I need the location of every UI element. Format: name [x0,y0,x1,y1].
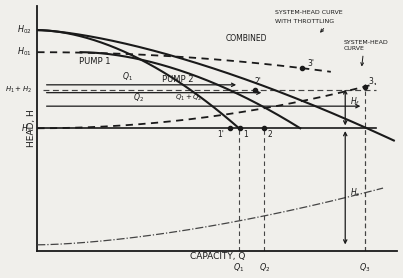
Text: 1': 1' [218,130,224,139]
Text: $H_{01}$: $H_{01}$ [17,46,32,58]
Text: $Q_1$: $Q_1$ [122,71,133,83]
Text: 2: 2 [267,130,272,139]
Text: WITH THROTTLING: WITH THROTTLING [275,19,334,24]
Text: $Q_1 + Q_2$: $Q_1 + Q_2$ [175,93,202,103]
X-axis label: CAPACITY, Q: CAPACITY, Q [190,252,245,261]
Text: $H_{02}$: $H_{02}$ [17,24,32,36]
Text: $Q_2$: $Q_2$ [133,91,143,104]
Text: 2': 2' [255,77,262,86]
Text: $H_1 + H_2$: $H_1 + H_2$ [5,85,32,95]
Text: $H_f$: $H_f$ [349,96,360,108]
Y-axis label: HEAD, H: HEAD, H [27,109,36,147]
Text: 3': 3' [307,59,314,68]
Text: $Q_3$: $Q_3$ [359,261,371,274]
Text: $H_s$: $H_s$ [349,186,360,199]
Text: 3: 3 [369,77,374,86]
Text: COMBINED: COMBINED [225,34,267,43]
Text: 1: 1 [243,130,247,139]
Text: PUMP 1: PUMP 1 [79,58,111,66]
Text: SYSTEM-HEAD CURVE: SYSTEM-HEAD CURVE [275,10,343,15]
Text: $H_s$: $H_s$ [21,122,32,135]
Text: $Q_1$: $Q_1$ [233,261,245,274]
Text: PUMP 2: PUMP 2 [162,75,193,84]
Text: SYSTEM-HEAD
CURVE: SYSTEM-HEAD CURVE [343,39,388,51]
Text: $Q_2$: $Q_2$ [259,261,270,274]
